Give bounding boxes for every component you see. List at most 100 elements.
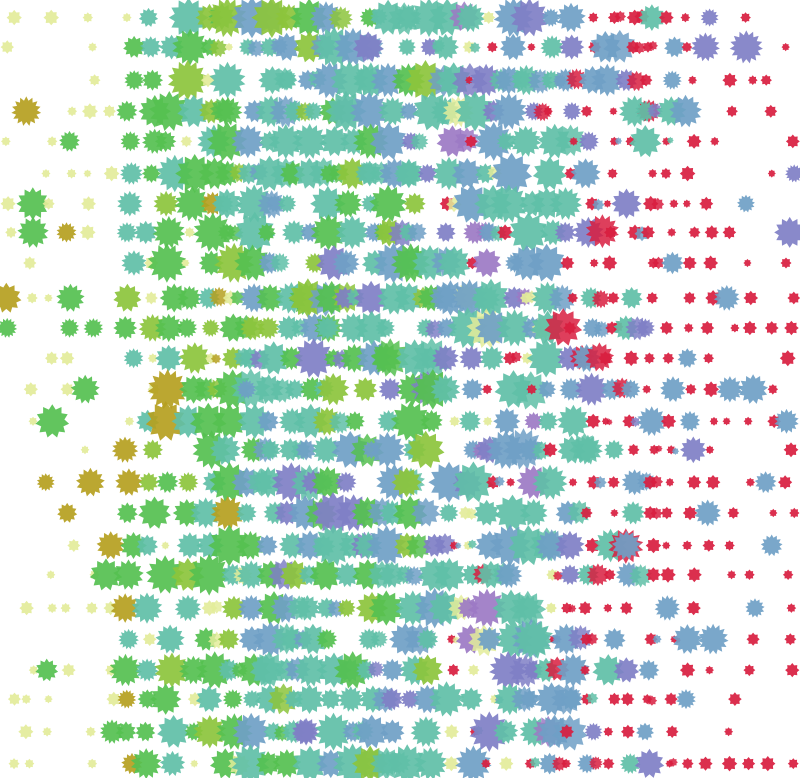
- starburst-dot: [122, 12, 132, 23]
- starburst-dot: [213, 96, 243, 126]
- starburst-dot: [633, 41, 646, 55]
- starburst-dot: [177, 285, 202, 310]
- starburst-dot: [256, 341, 291, 375]
- starburst-dot: [713, 285, 740, 311]
- starburst-dot: [592, 198, 605, 211]
- starburst-dot: [619, 753, 641, 774]
- starburst-dot: [155, 624, 185, 654]
- starburst-dot: [744, 569, 755, 580]
- starburst-dot: [614, 137, 623, 145]
- starburst-dot: [121, 250, 147, 276]
- starburst-dot: [46, 570, 56, 580]
- starburst-dot: [257, 223, 276, 242]
- starburst-dot: [769, 508, 778, 518]
- starburst-dot: [782, 569, 794, 580]
- starburst-dot: [142, 439, 163, 461]
- starburst-dot: [247, 39, 266, 58]
- starburst-dot: [447, 663, 460, 677]
- starburst-dot: [294, 684, 325, 714]
- starburst-dot: [437, 246, 472, 280]
- starburst-dot: [621, 724, 635, 739]
- starburst-dot: [559, 724, 574, 739]
- starburst-dot: [222, 689, 243, 709]
- starburst-dot: [110, 593, 140, 623]
- starburst-dot: [403, 192, 426, 215]
- starburst-dot: [276, 69, 298, 91]
- starburst-dot: [499, 756, 514, 771]
- starburst-dot: [417, 163, 438, 183]
- starburst-dot: [514, 594, 542, 622]
- starburst-dot: [237, 403, 273, 439]
- starburst-dot: [256, 283, 284, 312]
- starburst-dot: [506, 477, 516, 487]
- starburst-dot: [514, 619, 554, 659]
- starburst-dot: [155, 313, 183, 343]
- starburst-dot: [688, 75, 697, 85]
- starburst-dot: [722, 417, 731, 426]
- starburst-dot: [23, 382, 38, 397]
- starburst-dot: [328, 411, 352, 434]
- starburst-dot: [113, 283, 142, 312]
- starburst-dot: [690, 32, 720, 62]
- starburst-dot: [532, 156, 567, 190]
- starburst-dot: [702, 539, 716, 552]
- starburst-dot: [310, 214, 347, 251]
- starburst-dot: [390, 401, 431, 441]
- starburst-dot: [256, 316, 280, 340]
- starburst-dot: [461, 378, 484, 401]
- starburst-dot: [728, 692, 742, 706]
- starburst-dot: [172, 28, 208, 66]
- starburst-dot: [106, 691, 122, 707]
- starburst-dot: [482, 11, 496, 24]
- starburst-dot: [661, 413, 677, 429]
- starburst-dot: [452, 461, 494, 503]
- starburst-dot: [660, 167, 672, 180]
- starburst-dot: [591, 289, 610, 309]
- starburst-dot: [764, 321, 779, 335]
- starburst-dot: [774, 408, 799, 434]
- starburst-dot: [679, 165, 696, 182]
- starburst-dot: [677, 348, 698, 368]
- starburst-dot: [754, 471, 777, 493]
- starburst-dot: [481, 758, 491, 769]
- starburst-dot: [652, 634, 662, 644]
- starburst-dot: [592, 654, 625, 686]
- starburst-dot: [113, 316, 138, 340]
- starburst-dot: [316, 628, 338, 650]
- starburst-dot: [378, 377, 402, 401]
- starburst-dot: [785, 663, 800, 678]
- starburst-dot: [88, 74, 101, 86]
- starburst-dot: [178, 472, 199, 493]
- starburst-dot: [180, 135, 193, 148]
- starburst-dot: [779, 350, 796, 367]
- starburst-dot: [574, 372, 609, 406]
- starburst-dot: [634, 748, 665, 778]
- starburst-dot: [124, 70, 144, 91]
- starburst-dot: [604, 439, 625, 460]
- starburst-dot: [541, 8, 561, 27]
- starburst-dot: [174, 594, 202, 622]
- starburst-dot: [118, 628, 139, 650]
- starburst-dot: [565, 68, 588, 90]
- starburst-dot: [18, 724, 34, 740]
- starburst-dot: [394, 158, 424, 189]
- starburst-dot: [328, 6, 353, 31]
- starburst-dot: [134, 220, 158, 245]
- starburst-dot: [666, 136, 674, 144]
- starburst-dot: [682, 540, 693, 551]
- starburst-dot: [367, 660, 385, 678]
- starburst-dot: [469, 42, 481, 54]
- starburst-dot: [42, 197, 55, 210]
- starburst-dot: [584, 722, 603, 741]
- starburst-dot: [142, 632, 157, 646]
- starburst-dot: [184, 227, 195, 238]
- starburst-dot: [117, 190, 143, 217]
- starburst-dot: [760, 756, 776, 772]
- starburst-dot: [610, 508, 619, 518]
- starburst-dot: [57, 502, 78, 523]
- starburst-dot: [729, 30, 763, 64]
- starburst-dot: [145, 401, 186, 441]
- starburst-dot: [699, 196, 714, 211]
- starburst-dot: [738, 374, 768, 404]
- starburst-dot: [16, 187, 50, 221]
